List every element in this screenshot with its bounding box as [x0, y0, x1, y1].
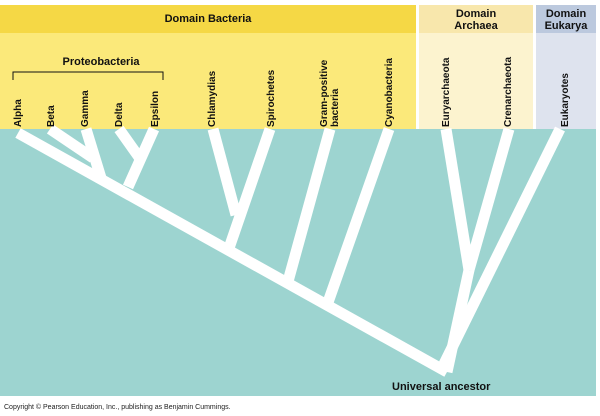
archaea-label-area — [419, 33, 533, 129]
taxon-crenarchaeota: Crenarchaeota — [503, 56, 514, 127]
spirochetes-branch — [222, 127, 276, 253]
bacteria-header — [0, 5, 416, 33]
euryarchaeota-branch — [440, 128, 475, 271]
universal-ancestor-label: Universal ancestor — [392, 381, 491, 393]
domain-bacteria-title: Domain Bacteria — [164, 13, 252, 25]
taxon-gamma: Gamma — [80, 90, 91, 127]
proteobacteria-bracket — [12, 71, 164, 80]
crenarchaeota-branch — [463, 127, 515, 272]
taxon-epsilon: Epsilon — [150, 90, 161, 127]
taxon-eukaryotes: Eukaryotes — [560, 73, 571, 127]
taxon-spirochetes: Spirochetes — [266, 69, 277, 127]
delta-branch — [114, 125, 146, 164]
taxon-chlamydias: Chlamydias — [207, 70, 218, 127]
taxon-gram-positive-line1: Gram-positive — [319, 59, 330, 127]
eukarya-label-area — [536, 33, 596, 129]
taxon-gram-positive-line2: bacteria — [330, 88, 341, 127]
domain-eukarya-line1: Domain — [545, 8, 587, 20]
taxon-cyanobacteria: Cyanobacteria — [384, 58, 395, 127]
archaea-header — [419, 5, 533, 33]
domain-archaea-line2: Archaea — [454, 20, 498, 32]
domain-archaea-title: Domain Archaea — [419, 8, 533, 32]
taxon-beta: Beta — [46, 105, 57, 127]
chlamydias-branch — [207, 127, 242, 217]
taxon-delta: Delta — [114, 102, 125, 127]
proteobacteria-label: Proteobacteria — [62, 56, 140, 68]
beta-branch — [46, 124, 97, 163]
archaea-stem-branch — [441, 268, 475, 374]
gram-positive-branch — [281, 127, 336, 287]
domain-eukarya-title: Domain Eukarya — [536, 8, 596, 32]
eukarya-header — [536, 5, 596, 33]
copyright-notice: Copyright © Pearson Education, Inc., pub… — [4, 404, 231, 411]
domain-archaea-line1: Domain — [455, 8, 497, 20]
taxon-gram-positive: Gram-positive bacteria — [319, 60, 341, 127]
taxon-euryarchaeota: Euryarchaeota — [441, 57, 452, 127]
domain-eukarya-line2: Eukarya — [544, 20, 588, 32]
cyanobacteria-branch — [320, 127, 395, 310]
bacteria-label-area — [0, 33, 416, 129]
taxon-alpha: Alpha — [13, 99, 24, 127]
